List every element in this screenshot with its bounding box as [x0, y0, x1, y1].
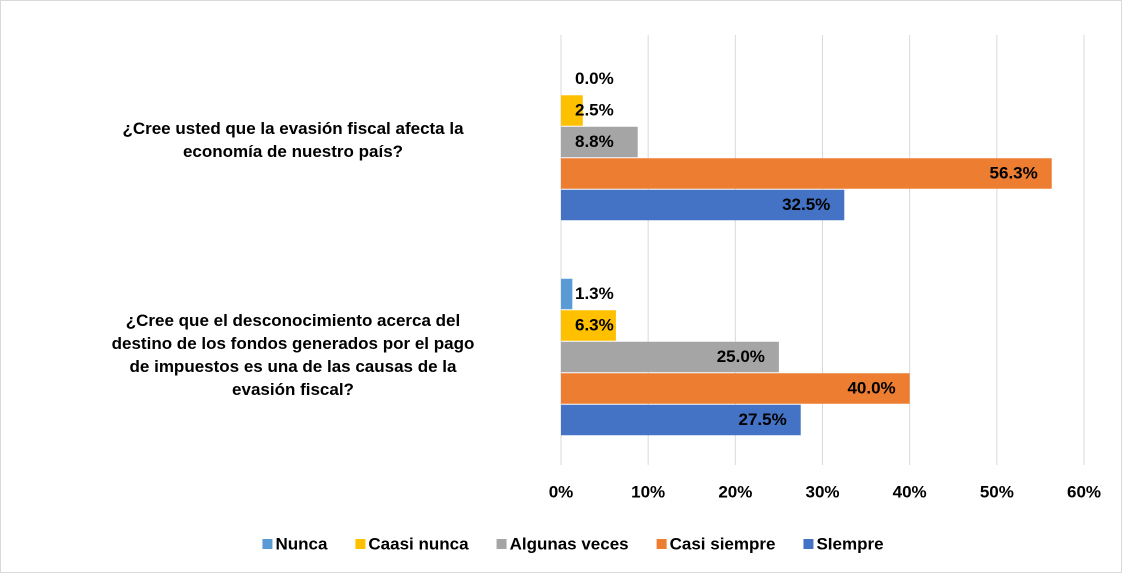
data-label: 32.5% — [782, 195, 830, 214]
legend-label: SIempre — [816, 534, 883, 553]
data-label: 1.3% — [575, 284, 614, 303]
x-tick-label: 0% — [549, 482, 574, 501]
data-label: 25.0% — [717, 347, 765, 366]
data-label: 6.3% — [575, 315, 614, 334]
x-tick-label: 60% — [1067, 482, 1101, 501]
data-label: 56.3% — [990, 163, 1038, 182]
bar — [561, 278, 573, 310]
bar — [561, 341, 779, 373]
data-label: 0.0% — [575, 69, 614, 88]
data-label: 2.5% — [575, 100, 614, 119]
x-tick-label: 40% — [893, 482, 927, 501]
bar — [561, 310, 616, 341]
legend-swatch — [496, 539, 507, 549]
legend-swatch — [262, 539, 273, 549]
data-label: 27.5% — [739, 410, 787, 429]
legend: Nunca Caasi nunca Algunas veces Casi siempr… — [262, 534, 884, 553]
legend-label: Casi siempre — [670, 534, 776, 553]
legend-label: Nunca — [275, 534, 328, 553]
legend-label: Algunas veces — [510, 534, 629, 553]
data-label: 8.8% — [575, 132, 614, 151]
x-tick-label: 30% — [805, 482, 839, 501]
bar — [561, 373, 910, 404]
bar — [561, 158, 1052, 189]
bar — [561, 95, 583, 126]
bar — [561, 189, 845, 221]
x-tick-label: 50% — [980, 482, 1014, 501]
legend-swatch — [355, 539, 366, 549]
legend-swatch — [803, 539, 814, 549]
x-tick-label: 20% — [718, 482, 752, 501]
category-label: ¿Cree que el desconocimiento acerca del d… — [112, 311, 475, 399]
bar — [561, 404, 801, 436]
data-label: 40.0% — [847, 378, 895, 397]
x-tick-label: 10% — [631, 482, 665, 501]
legend-swatch — [656, 539, 667, 549]
category-label: ¿Cree usted que la evasión fiscal afecta… — [122, 119, 464, 161]
legend-label: Caasi nunca — [368, 534, 469, 553]
bar — [561, 126, 638, 158]
